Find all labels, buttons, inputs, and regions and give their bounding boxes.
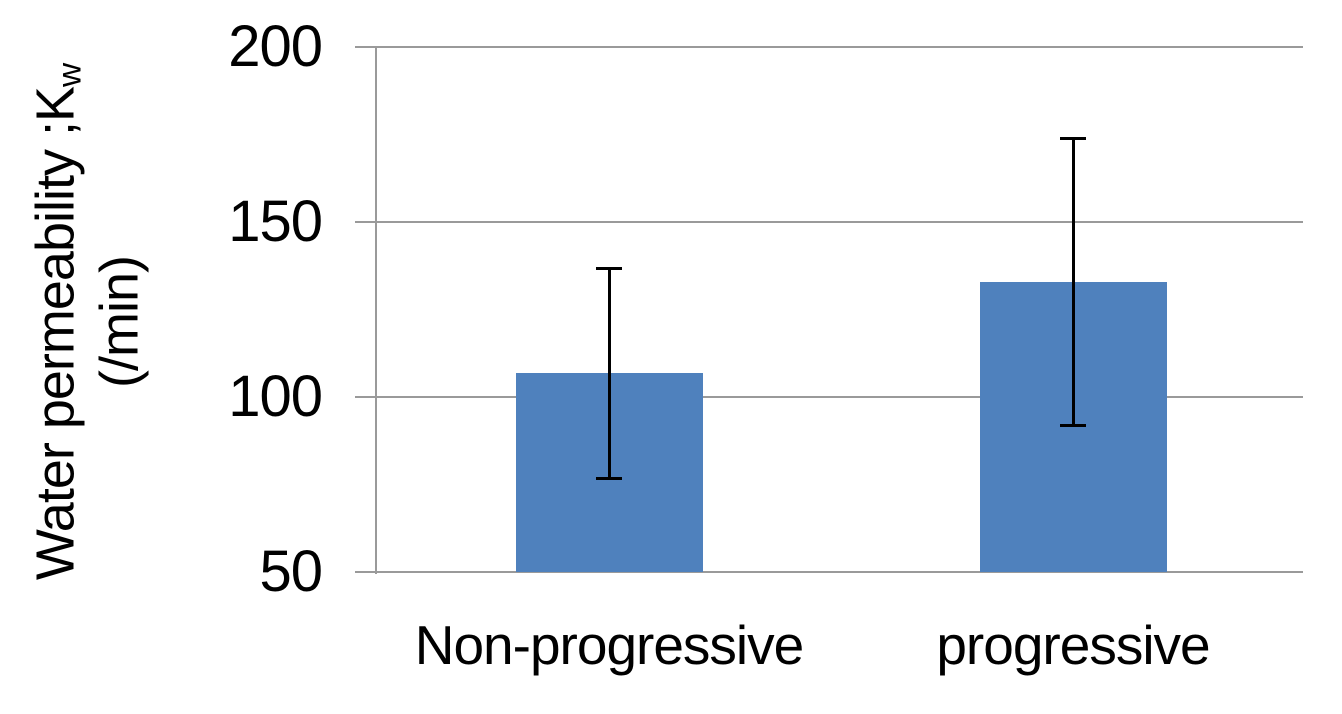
y-axis-title: Water permeability ;Kw (/min): [24, 64, 151, 580]
y-axis-title-line2: (/min): [89, 256, 149, 388]
x-axis-label-progressive: progressive: [936, 614, 1210, 676]
gridline-200: [355, 46, 1303, 48]
error-bar-line: [608, 267, 611, 478]
error-bar-cap-bottom: [596, 476, 622, 480]
y-tick-label-150: 150: [228, 189, 323, 254]
y-tick-label-100: 100: [228, 364, 323, 429]
gridline-50: [355, 571, 1303, 573]
error-bar-cap-bottom: [1060, 424, 1086, 427]
y-tick-label-50: 50: [259, 539, 323, 604]
error-bar-line: [1072, 138, 1075, 425]
error-bar-cap-top: [1060, 137, 1086, 140]
y-tick-label-200: 200: [228, 14, 323, 79]
x-axis-label-non-progressive: Non-progressive: [414, 614, 805, 676]
error-bar-cap-top: [596, 266, 622, 270]
y-axis-line: [375, 47, 377, 574]
gridline-100: [355, 396, 1303, 398]
y-axis-title-line1: Water permeability ;Kw: [25, 63, 89, 581]
gridline-150: [355, 221, 1303, 223]
